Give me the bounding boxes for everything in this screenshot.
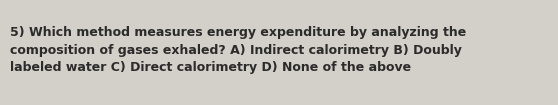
Text: 5) Which method measures energy expenditure by analyzing the
composition of gase: 5) Which method measures energy expendit… bbox=[10, 26, 466, 74]
